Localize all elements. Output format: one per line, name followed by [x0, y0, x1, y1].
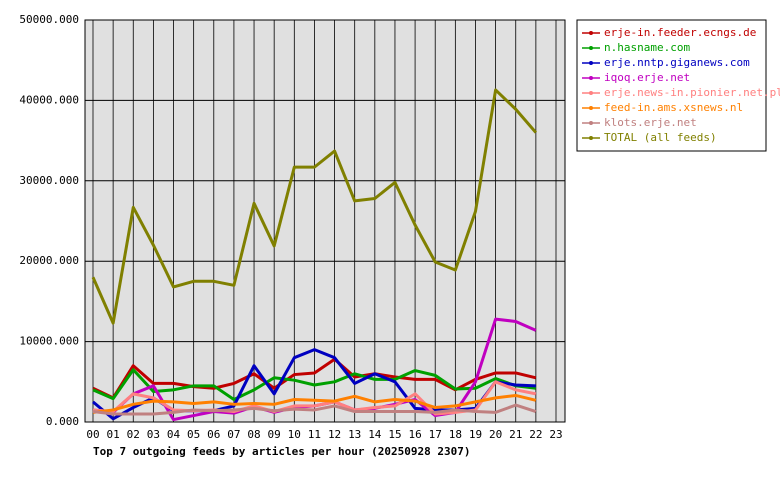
x-tick-label: 01: [107, 428, 120, 441]
chart-title: Top 7 outgoing feeds by articles per hou…: [93, 445, 471, 458]
legend-marker: [589, 136, 593, 140]
x-tick-label: 06: [207, 428, 220, 441]
legend-label: iqoq.erje.net: [604, 71, 690, 84]
x-tick-label: 22: [529, 428, 542, 441]
x-tick-label: 07: [227, 428, 240, 441]
x-tick-label: 20: [489, 428, 502, 441]
legend-marker: [589, 76, 593, 80]
legend-marker: [589, 91, 593, 95]
x-tick-label: 21: [509, 428, 522, 441]
legend-label: n.hasname.com: [604, 41, 690, 54]
x-tick-label: 16: [408, 428, 421, 441]
x-tick-label: 23: [549, 428, 562, 441]
y-tick-label: 50000.000: [19, 13, 79, 26]
plot-border: [84, 19, 566, 423]
y-tick-label: 40000.000: [19, 93, 79, 106]
legend-label: TOTAL (all feeds): [604, 131, 717, 144]
legend-label: erje-in.feeder.ecngs.de: [604, 26, 756, 39]
legend-label: erje.nntp.giganews.com: [604, 56, 750, 69]
y-tick-label: 0.000: [46, 415, 79, 428]
legend-label: feed-in.ams.xsnews.nl: [604, 101, 743, 114]
x-tick-label: 11: [308, 428, 321, 441]
x-tick-label: 12: [328, 428, 341, 441]
plot-area: [85, 20, 565, 422]
x-tick-label: 10: [288, 428, 301, 441]
series-line: [92, 403, 537, 416]
x-tick-label: 00: [86, 428, 99, 441]
y-tick-label: 30000.000: [19, 174, 79, 187]
x-tick-label: 03: [147, 428, 160, 441]
legend-marker: [589, 46, 593, 50]
legend: [576, 19, 767, 152]
x-tick-label: 19: [469, 428, 482, 441]
x-tick-label: 17: [429, 428, 442, 441]
legend-marker: [589, 31, 593, 35]
x-tick-label: 14: [368, 428, 382, 441]
y-tick-label: 10000.000: [19, 335, 79, 348]
legend-marker: [589, 121, 593, 125]
x-tick-label: 13: [348, 428, 361, 441]
legend-label: klots.erje.net: [604, 116, 697, 129]
x-tick-label: 15: [388, 428, 401, 441]
legend-label: erje.news-in.pionier.net.pl: [604, 86, 780, 99]
series-line: [92, 393, 537, 414]
series-line: [92, 368, 537, 401]
y-tick-label: 20000.000: [19, 254, 79, 267]
x-tick-label: 09: [268, 428, 281, 441]
series-line: [92, 357, 537, 400]
x-tick-label: 02: [127, 428, 140, 441]
x-tick-label: 05: [187, 428, 200, 441]
x-tick-label: 08: [247, 428, 260, 441]
x-tick-label: 18: [449, 428, 462, 441]
x-tick-label: 04: [167, 428, 181, 441]
legend-marker: [589, 106, 593, 110]
series-line: [91, 88, 538, 325]
legend-marker: [589, 61, 593, 65]
